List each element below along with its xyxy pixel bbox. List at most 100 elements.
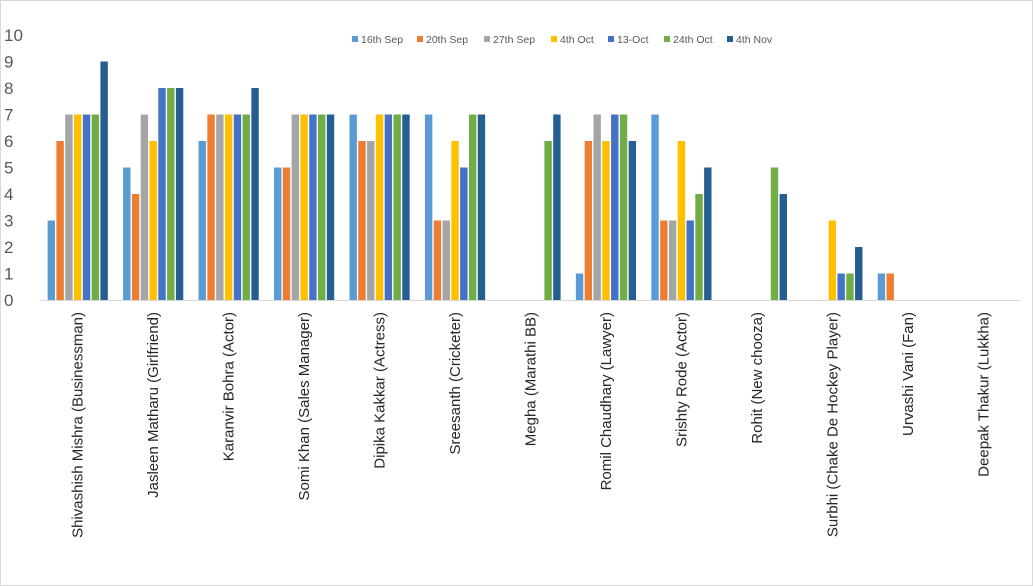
bar <box>837 273 845 300</box>
bar <box>198 141 206 300</box>
x-tick-label: Srishty Rode (Actor) <box>673 312 690 447</box>
legend-swatch <box>608 36 614 42</box>
bar <box>242 114 250 300</box>
bar <box>695 194 703 300</box>
bar <box>660 220 668 300</box>
bar <box>677 141 686 300</box>
bar <box>167 88 175 300</box>
bar <box>175 88 184 300</box>
x-tick-label: Megha (Marathi BB) <box>523 312 540 446</box>
y-tick-label: 2 <box>4 238 13 257</box>
y-tick-label: 3 <box>4 212 13 231</box>
bar <box>651 114 659 300</box>
bar <box>451 141 459 300</box>
bar <box>828 220 837 300</box>
y-tick-label: 4 <box>4 185 13 204</box>
bar <box>544 141 552 300</box>
legend-item: 4th Oct <box>551 34 594 46</box>
x-tick-label: Rohit (New chooza) <box>749 312 766 444</box>
bar <box>100 61 108 300</box>
bar <box>291 114 300 300</box>
bar <box>326 114 335 300</box>
x-tick-label: Somi Khan (Sales Manager) <box>296 312 313 500</box>
legend-swatch <box>551 36 557 42</box>
y-axis-ticks: 0 1 2 3 4 5 6 7 8 9 10 <box>4 26 23 310</box>
legend-label: 13-Oct <box>617 34 649 46</box>
y-tick-label: 9 <box>4 53 13 72</box>
bar <box>602 141 610 300</box>
bar <box>442 220 450 300</box>
x-tick-label: Jasleen Matharu (Girlfriend) <box>145 312 162 498</box>
y-tick-label: 7 <box>4 106 13 125</box>
bar <box>318 114 326 300</box>
legend-swatch <box>417 36 423 42</box>
bar <box>233 114 242 300</box>
bar <box>704 167 712 300</box>
bar <box>274 167 282 300</box>
legend-swatch <box>664 36 670 42</box>
bar <box>384 114 393 300</box>
bar <box>309 114 317 300</box>
bar <box>855 247 863 300</box>
x-tick-label: Surbhi (Chake De Hockey Player) <box>824 312 841 537</box>
bar <box>468 114 477 300</box>
y-tick-label: 5 <box>4 159 13 178</box>
x-axis-ticks: Shivashish Mishra (Businessman) Jasleen M… <box>70 312 993 538</box>
bar <box>282 167 291 300</box>
legend: 16th Sep 20th Sep 27th Sep 4th Oct 13-Oct 24t… <box>352 34 773 46</box>
x-tick-label: Urvashi Vani (Fan) <box>900 312 917 436</box>
legend-label: 4th Oct <box>560 34 594 46</box>
legend-item: 16th Sep <box>352 34 403 46</box>
x-tick-label: Sreesanth (Cricketer) <box>447 312 464 455</box>
bar <box>611 114 619 300</box>
legend-label: 27th Sep <box>493 34 535 46</box>
legend-swatch <box>727 36 733 42</box>
bars <box>47 61 894 300</box>
y-tick-label: 6 <box>4 132 13 151</box>
bar <box>216 114 224 300</box>
legend-label: 20th Sep <box>426 34 468 46</box>
bar <box>668 220 677 300</box>
bar <box>158 88 166 300</box>
bar <box>74 114 82 300</box>
bar <box>393 114 401 300</box>
x-tick-label: Romil Chaudhary (Lawyer) <box>598 312 615 490</box>
legend-item: 13-Oct <box>608 34 649 46</box>
y-tick-label: 8 <box>4 79 13 98</box>
bar <box>877 273 886 300</box>
y-tick-label: 1 <box>4 265 13 284</box>
legend-item: 24th Oct <box>664 34 713 46</box>
x-tick-label: Deepak Thakur (Lukkha) <box>975 312 992 477</box>
bar <box>140 114 149 300</box>
bar <box>619 114 628 300</box>
y-tick-label: 10 <box>4 26 23 45</box>
bar <box>770 167 779 300</box>
bar <box>593 114 601 300</box>
x-tick-label: Shivashish Mishra (Businessman) <box>70 312 87 538</box>
bar <box>82 114 91 300</box>
bar <box>402 114 410 300</box>
legend-item: 4th Nov <box>727 34 773 46</box>
bar <box>846 273 854 300</box>
bar <box>56 141 64 300</box>
y-tick-label: 0 <box>4 291 13 310</box>
bar <box>131 194 140 300</box>
bar <box>47 220 56 300</box>
bar <box>628 141 637 300</box>
legend-item: 20th Sep <box>417 34 468 46</box>
bar <box>224 114 233 300</box>
bar <box>367 141 375 300</box>
bar <box>375 114 384 300</box>
x-tick-label: Dipika Kakkar (Actress) <box>372 312 389 469</box>
bar <box>358 141 366 300</box>
legend-swatch <box>484 36 490 42</box>
bar <box>251 88 259 300</box>
bar <box>123 167 131 300</box>
bar <box>477 114 486 300</box>
bar <box>433 220 442 300</box>
bar <box>149 141 157 300</box>
bar <box>207 114 215 300</box>
bar <box>460 167 468 300</box>
bar <box>65 114 73 300</box>
